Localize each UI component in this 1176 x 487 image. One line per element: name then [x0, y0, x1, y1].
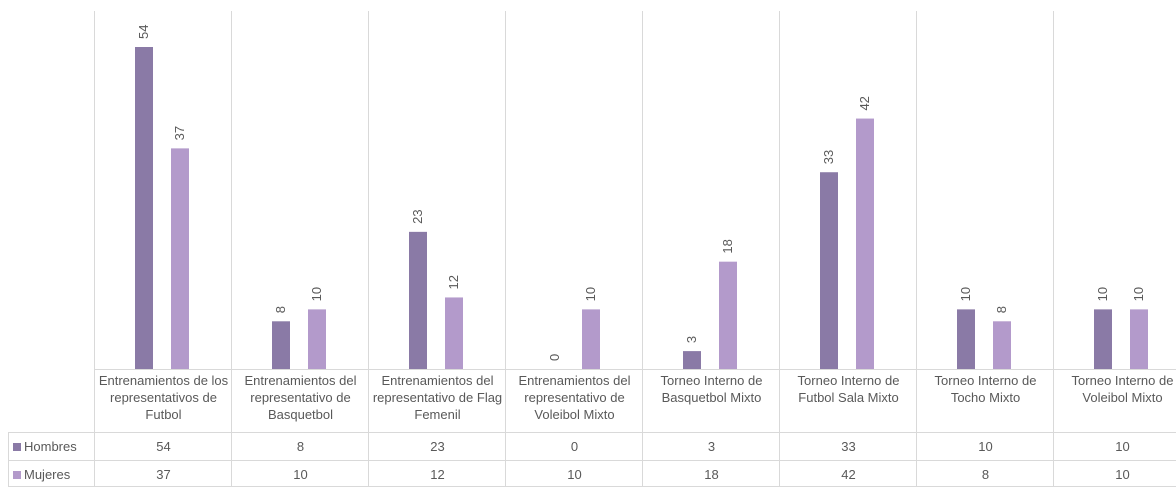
bar-mujeres: [719, 261, 737, 369]
data-label-mujeres: 10: [583, 287, 598, 301]
category-label: Torneo Interno de Basquetbol Mixto: [660, 373, 763, 405]
table-cell-hombres: 3: [707, 439, 716, 454]
table-cell-mujeres: 12: [430, 467, 445, 482]
table-cell-hombres: 33: [841, 439, 856, 454]
table-cell-mujeres: 10: [567, 467, 582, 482]
bar-hombres: [135, 47, 153, 369]
table-cell-hombres: 8: [296, 439, 305, 454]
bar-hombres: [683, 351, 701, 369]
category-label: Entrenamientos del representativo de Vol…: [518, 373, 631, 422]
data-label-hombres: 0: [547, 354, 562, 361]
data-label-mujeres: 12: [446, 275, 461, 289]
legend-label-hombres: Hombres: [24, 439, 77, 454]
table-cell-hombres: 54: [156, 439, 171, 454]
bar-mujeres: [582, 309, 600, 369]
data-label-mujeres: 42: [857, 96, 872, 110]
legend-row-hombres: Hombres: [8, 437, 92, 457]
category-label: Torneo Interno de Futbol Sala Mixto: [797, 373, 900, 405]
data-label-hombres: 3: [684, 336, 699, 343]
table-cell-mujeres: 10: [1115, 467, 1130, 482]
data-label-mujeres: 18: [720, 239, 735, 253]
bar-hombres: [957, 309, 975, 369]
data-label-hombres: 8: [273, 306, 288, 313]
data-label-mujeres: 8: [994, 306, 1009, 313]
table-cell-mujeres: 37: [156, 467, 171, 482]
category-label: Torneo Interno de Voleibol Mixto: [1071, 373, 1174, 405]
data-label-mujeres: 10: [309, 287, 324, 301]
bar-group: [135, 47, 1148, 369]
data-label-hombres: 54: [136, 25, 151, 39]
bar-mujeres: [856, 118, 874, 369]
bar-mujeres: [171, 148, 189, 369]
category-label: Entrenamientos de los representativos de…: [98, 373, 229, 422]
table-cell-hombres: 0: [570, 439, 579, 454]
category-label: Torneo Interno de Tocho Mixto: [934, 373, 1037, 405]
category-label: Entrenamientos del representativo de Bas…: [244, 373, 357, 422]
table-cell-mujeres: 18: [704, 467, 719, 482]
data-label-mujeres: 10: [1131, 287, 1146, 301]
data-label-hombres: 33: [821, 150, 836, 164]
legend-swatch-mujeres: [13, 471, 21, 479]
bar-mujeres: [993, 321, 1011, 369]
category-label: Entrenamientos del representativo de Fla…: [372, 373, 503, 422]
bar-hombres: [409, 231, 427, 369]
table-cell-hombres: 10: [1115, 439, 1130, 454]
bar-hombres: [820, 172, 838, 369]
bar-mujeres: [1130, 309, 1148, 369]
data-label-mujeres: 37: [172, 126, 187, 140]
bar-hombres: [272, 321, 290, 369]
table-cell-mujeres: 42: [841, 467, 856, 482]
legend-row-mujeres: Mujeres: [8, 465, 92, 485]
legend-label-mujeres: Mujeres: [24, 467, 71, 482]
bar-mujeres: [308, 309, 326, 369]
table-cell-hombres: 10: [978, 439, 993, 454]
bar-mujeres: [445, 297, 463, 369]
table-cell-hombres: 23: [430, 439, 445, 454]
bar-hombres: [1094, 309, 1112, 369]
data-label-hombres: 10: [1095, 287, 1110, 301]
legend-swatch-hombres: [13, 443, 21, 451]
data-label-hombres: 23: [410, 209, 425, 223]
table-cell-mujeres: 10: [293, 467, 308, 482]
table-cell-mujeres: 8: [981, 467, 990, 482]
data-label-hombres: 10: [958, 287, 973, 301]
